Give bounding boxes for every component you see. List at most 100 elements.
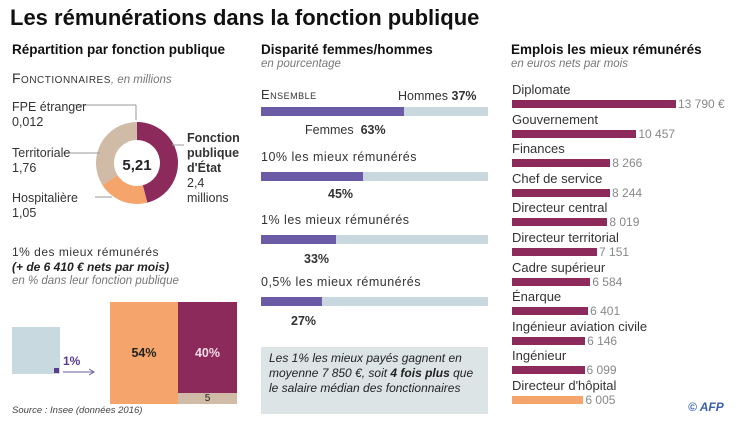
bar-track-05 — [261, 297, 488, 306]
afp-logo: © AFP — [688, 400, 724, 414]
fonctionnaires-caps: Fonctionnaires — [12, 70, 111, 86]
job-bar — [512, 248, 598, 256]
all-square — [12, 327, 60, 374]
femmes-text: Femmes — [305, 123, 354, 137]
job-label: Cadre supérieur — [512, 259, 606, 275]
job-label: Diplomate — [512, 82, 571, 97]
share-etat: 40% — [178, 302, 237, 393]
etat-line2: publique — [187, 146, 240, 160]
bar-track-ensemble — [261, 107, 488, 116]
job-bar — [512, 100, 676, 108]
donut-slice-hospitalière — [102, 175, 148, 204]
etat-line1: Fonction — [187, 131, 240, 145]
bar-track-10 — [261, 172, 488, 181]
source: Source : Insee (données 2016) — [12, 405, 143, 416]
etat-line3: d'État — [187, 161, 222, 175]
job-label: Ingénieur — [512, 348, 567, 364]
label-etat: Fonction publique d'État 2,4 millions — [187, 131, 240, 206]
share-etat-label: 40% — [194, 346, 221, 360]
one-pct-label: 1% — [63, 354, 81, 368]
job-bar — [512, 188, 611, 197]
job-bar — [512, 218, 608, 227]
job-value: 6 005 — [585, 393, 616, 407]
femmes-value-05: 27% — [291, 314, 317, 328]
job-value: 10 457 — [638, 126, 676, 141]
femmes-value-ensemble: 63% — [360, 123, 386, 137]
bar-femmes-ensemble — [261, 107, 404, 116]
territoriale-value: 1,76 — [12, 161, 37, 175]
territoriale-name: Territoriale — [12, 146, 71, 160]
page-title: Les rémunérations dans la fonction publi… — [10, 5, 480, 30]
col1-heading: Répartition par fonction publique — [12, 42, 225, 57]
job-value: 6 099 — [586, 363, 617, 378]
job-bar — [512, 129, 637, 138]
label-territoriale: Territoriale 1,76 — [12, 146, 70, 176]
bar-femmes-05 — [261, 297, 323, 306]
job-value: 13 790 € — [678, 97, 725, 111]
row-05-label: 0,5% les mieux rémunérés — [261, 275, 421, 289]
hospitaliere-value: 1,05 — [12, 206, 37, 220]
fonctionnaires-unit: , en millions — [110, 74, 172, 86]
top1-sub: en % dans leur fonction publique — [12, 275, 179, 287]
job-label: Énarque — [512, 289, 562, 305]
job-label: Directeur territorial — [512, 230, 619, 245]
donut-chart: 5,21 — [63, 104, 184, 204]
col2-heading: Disparité femmes/hommes — [261, 42, 433, 57]
job-bar — [512, 366, 585, 375]
hospitaliere-name: Hospitalière — [12, 191, 79, 205]
label-fpe: FPE étranger 0,012 — [12, 100, 86, 130]
note-text-1: Les 1% les mieux payés gagnent en moyenn… — [269, 351, 462, 380]
job-label: Directeur d'hôpital — [512, 378, 617, 393]
job-value: 7 151 — [599, 245, 630, 259]
arrow-icon — [63, 368, 95, 376]
top1-caps: 1% des mieux rémunérés — [12, 245, 160, 259]
etat-value: 2,4 — [187, 176, 205, 190]
col3-sub: en euros nets par mois — [511, 58, 628, 70]
col3-heading: Emplois les mieux rémunérés — [511, 42, 702, 57]
donut-total: 5,21 — [122, 157, 151, 174]
femmes-value-1: 33% — [304, 252, 330, 266]
col2-sub: en pourcentage — [261, 58, 341, 70]
job-label: Ingénieur aviation civile — [512, 318, 648, 334]
job-bar — [512, 396, 584, 404]
share-hospitaliere: 54% — [110, 302, 178, 404]
share-hospitaliere-label: 54% — [131, 346, 157, 360]
row-ensemble-label: Ensemble — [261, 87, 317, 102]
one-pct-square — [54, 368, 59, 373]
row-10-label: 10% les mieux rémunérés — [261, 150, 418, 164]
bar-femmes-10 — [261, 172, 364, 181]
job-value: 6 584 — [592, 274, 623, 289]
job-value: 6 401 — [590, 304, 621, 319]
job-bar — [512, 159, 611, 168]
job-bar — [512, 277, 591, 286]
job-bar — [512, 336, 586, 345]
row-1-label: 1% les mieux rémunérés — [261, 213, 410, 227]
hommes-value: 37% — [451, 89, 477, 103]
job-label: Finances — [512, 141, 565, 157]
note-box: Les 1% les mieux payés gagnent en moyenn… — [261, 347, 488, 414]
bar-track-1 — [261, 235, 488, 244]
bar-femmes-1 — [261, 235, 336, 244]
job-label: Gouvernement — [512, 111, 598, 127]
fonctionnaires-heading: Fonctionnaires, en millions — [12, 70, 172, 88]
job-label: Directeur central — [512, 200, 608, 216]
note-text-2: que le salaire médian des fonctionnaires — [269, 366, 474, 395]
share-territoriale: 5 — [178, 393, 237, 404]
donut-slice-territoriale — [95, 122, 137, 185]
top1-threshold: (+ de 6 410 € nets par mois) — [12, 260, 170, 274]
donut-slice-fpe-étranger — [136, 122, 137, 141]
job-value: 8 244 — [612, 185, 643, 200]
job-label: Chef de service — [512, 170, 603, 186]
label-hospitaliere: Hospitalière 1,05 — [12, 191, 78, 221]
etat-unit: millions — [187, 191, 229, 205]
job-value: 6 146 — [587, 333, 618, 348]
hommes-text: Hommes — [398, 89, 449, 103]
job-bar — [512, 307, 589, 316]
job-value: 8 266 — [612, 156, 643, 171]
fpe-name: FPE étranger — [12, 100, 87, 114]
donut-slice-fonction-publique-d-état — [137, 122, 178, 203]
fpe-value: 0,012 — [12, 115, 44, 129]
femmes-label: Femmes 63% — [305, 123, 386, 138]
job-value: 8 019 — [609, 215, 640, 230]
femmes-value-10: 45% — [328, 187, 354, 201]
